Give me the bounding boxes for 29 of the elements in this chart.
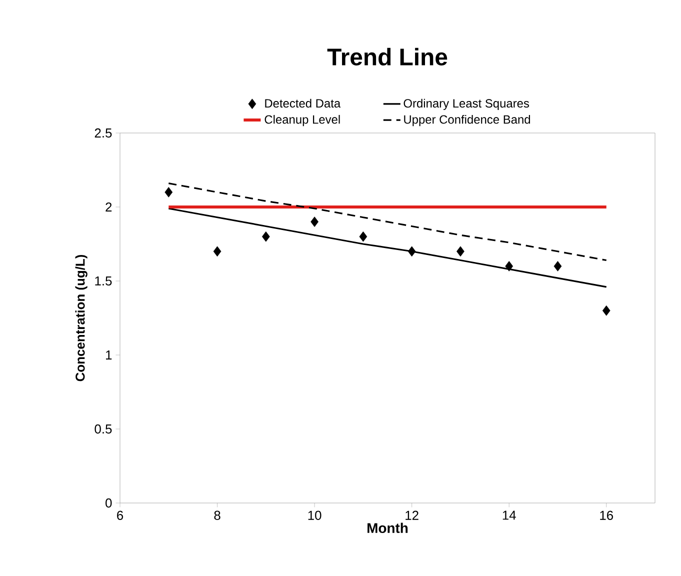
point <box>408 246 416 257</box>
point <box>310 216 318 227</box>
y-tick-label: 0.5 <box>94 424 112 434</box>
point <box>554 261 562 272</box>
point <box>602 305 610 316</box>
x-tick-label: 12 <box>406 510 418 520</box>
x-tick-label: 10 <box>308 510 322 520</box>
x-axis-title: Month <box>368 522 408 534</box>
point <box>505 261 514 272</box>
point <box>359 231 368 242</box>
x-tick-label: 8 <box>214 510 220 520</box>
legend-label: Detected Data <box>265 98 341 108</box>
point <box>456 246 464 257</box>
legend-label: Ordinary Least Squares <box>404 98 530 110</box>
x-tick-label: 16 <box>600 510 614 520</box>
x-tick-label: 14 <box>502 510 516 520</box>
legend-label: Upper Confidence Band <box>404 114 530 126</box>
y-tick-label: 1.5 <box>95 276 112 286</box>
point <box>213 246 222 257</box>
legend-label: Cleanup Level <box>264 114 340 126</box>
y-axis-title: Concentration (ug/L) <box>75 254 88 382</box>
x-tick-label: 6 <box>117 510 124 520</box>
y-tick-label: 0 <box>106 498 112 508</box>
y-tick-label: 2.5 <box>94 128 112 138</box>
point <box>164 187 173 198</box>
chart-title: Trend Line <box>327 48 448 66</box>
point <box>262 231 270 242</box>
y-tick-label: 1 <box>106 350 112 360</box>
y-tick-label: 2 <box>106 202 112 212</box>
